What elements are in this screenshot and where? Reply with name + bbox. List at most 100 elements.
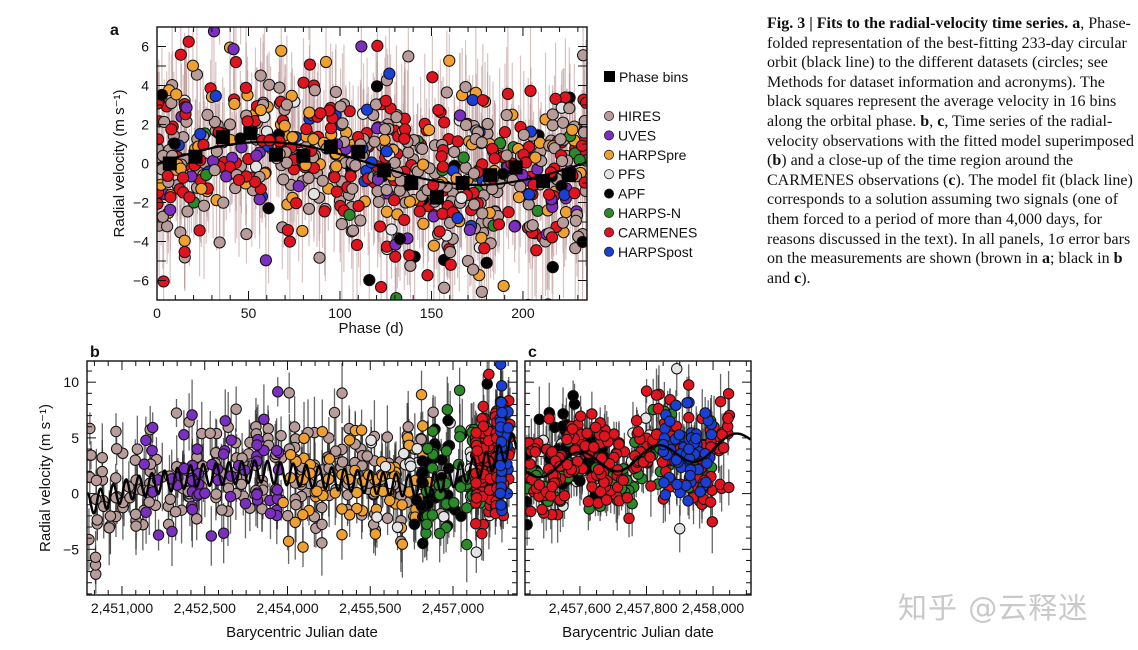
- data-point-carmenes: [488, 152, 501, 165]
- data-point-carmenes: [263, 134, 276, 147]
- data-point-hires: [302, 202, 316, 215]
- data-point-carmenes: [436, 207, 449, 220]
- data-point-apf: [567, 389, 579, 402]
- data-point-uves: [225, 434, 237, 446]
- data-point-hires: [556, 116, 570, 129]
- data-point-hires: [500, 108, 513, 122]
- data-point-carmenes: [470, 518, 482, 530]
- data-point-harpspre: [336, 529, 348, 541]
- data-point-carmenes: [575, 139, 587, 152]
- data-point-harpspre: [254, 103, 267, 117]
- caption-title: Fig. 3 | Fits to the radial-velocity tim…: [767, 15, 1069, 32]
- data-point-carmenes: [722, 412, 734, 425]
- data-point-uves: [253, 193, 266, 206]
- data-point-carmenes: [193, 224, 206, 237]
- data-point-uves: [186, 409, 198, 421]
- data-point-hires: [201, 108, 214, 122]
- data-point-hires: [190, 513, 203, 525]
- data-point-carmenes: [644, 451, 656, 463]
- data-point-uves: [251, 439, 263, 451]
- data-point-carmenes: [426, 71, 439, 84]
- data-point-uves: [146, 444, 158, 457]
- data-point-harps-n: [421, 518, 433, 531]
- data-point-harpspre: [559, 206, 573, 219]
- data-point-apf: [417, 537, 429, 550]
- x-tick-label: 50: [241, 305, 257, 321]
- data-point-carmenes: [525, 505, 537, 518]
- data-point-carmenes: [632, 426, 644, 438]
- data-point-carmenes: [389, 250, 402, 263]
- caption-text: b: [920, 112, 930, 130]
- data-point-apf: [262, 202, 275, 215]
- data-point-hires: [316, 537, 328, 549]
- data-point-hires: [316, 174, 329, 187]
- data-point-harpspre: [297, 509, 309, 521]
- data-point-harpspost: [466, 93, 479, 107]
- data-point-harpspre: [298, 432, 310, 445]
- data-point-hires: [368, 135, 381, 148]
- data-point-hires: [330, 445, 342, 457]
- phase-bin-marker: [483, 168, 498, 183]
- panel-label-c: c: [528, 344, 537, 361]
- data-point-harpspre: [422, 123, 436, 137]
- data-point-harpspre: [497, 279, 510, 293]
- data-point-hires: [380, 183, 393, 197]
- phase-bin-marker: [404, 176, 419, 190]
- data-point-apf: [370, 80, 384, 93]
- phase-bin-marker: [376, 163, 391, 178]
- caption-text: ,: [929, 112, 938, 130]
- data-point-carmenes: [706, 516, 718, 528]
- data-point-carmenes: [530, 244, 543, 257]
- data-point-hires: [335, 217, 348, 231]
- data-point-uves: [251, 488, 263, 501]
- data-point-carmenes: [586, 408, 598, 420]
- data-point-harpspre: [296, 224, 309, 238]
- data-point-apf: [481, 378, 493, 390]
- data-point-hires: [110, 425, 122, 438]
- data-point-hires: [316, 501, 328, 514]
- data-point-carmenes: [525, 458, 536, 470]
- data-point-pfs: [371, 511, 383, 523]
- data-point-carmenes: [568, 187, 581, 200]
- data-point-harps-n: [440, 445, 453, 457]
- data-point-carmenes: [248, 175, 262, 188]
- data-point-harpspre: [284, 448, 297, 461]
- caption-text: c: [794, 269, 802, 287]
- data-point-hires: [577, 126, 587, 139]
- model-curve: [87, 432, 517, 515]
- data-point-carmenes: [174, 48, 187, 61]
- data-point-apf: [408, 518, 421, 531]
- data-point-harpspre: [378, 133, 391, 147]
- data-point-carmenes: [574, 410, 587, 422]
- data-point-harpspost: [451, 211, 464, 225]
- data-point-harpspre: [396, 499, 408, 511]
- data-point-uves: [217, 448, 230, 460]
- caption-text: , Time series of the radial-velocity obs…: [767, 112, 1135, 170]
- data-point-harpspre: [186, 59, 199, 72]
- data-point-harpspost: [699, 407, 711, 419]
- data-point-harpspre: [178, 234, 191, 247]
- y-tick-label: 0: [141, 156, 149, 172]
- data-point-hires: [103, 522, 115, 534]
- legend-label-hires: HIRES: [618, 108, 661, 124]
- data-point-hires: [563, 102, 576, 115]
- data-point-carmenes: [582, 495, 595, 508]
- data-point-harpspost: [705, 428, 718, 441]
- data-point-harpspost: [360, 103, 374, 116]
- data-point-harpspre: [275, 44, 288, 57]
- data-point-hires: [349, 159, 362, 172]
- data-point-carmenes: [290, 197, 303, 210]
- data-point-harpspost: [380, 145, 393, 158]
- data-point-carmenes: [566, 423, 579, 435]
- data-point-carmenes: [589, 421, 602, 434]
- data-point-hires: [313, 251, 326, 264]
- data-point-harpspre: [417, 217, 430, 230]
- data-point-harps-n: [453, 384, 466, 397]
- data-point-harpspost: [659, 489, 671, 501]
- data-point-harpspre: [396, 538, 409, 550]
- panel-b: 2,451,000 2,452,500 2,454,000 2,455,500 2,45…: [37, 344, 518, 641]
- data-point-harpspre: [289, 516, 301, 529]
- data-point-hires: [240, 227, 253, 241]
- data-point-harpspost: [683, 443, 695, 455]
- data-point-harpspost: [558, 188, 571, 202]
